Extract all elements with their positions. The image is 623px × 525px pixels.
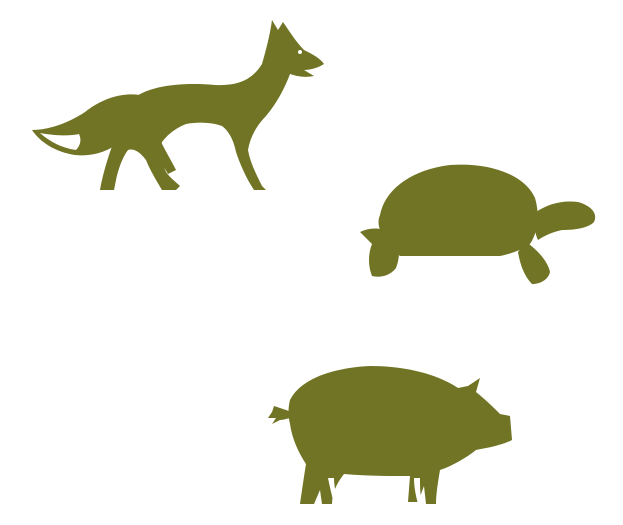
fox-icon <box>32 20 324 190</box>
pig-icon <box>268 366 512 504</box>
tortoise-icon <box>360 164 596 284</box>
